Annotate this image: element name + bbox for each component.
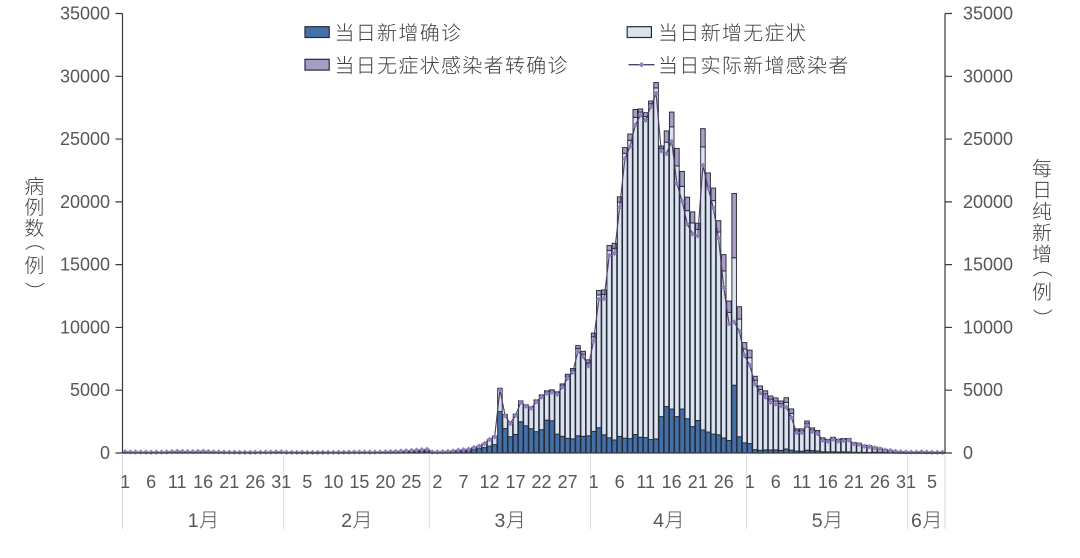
svg-text:20: 20 (375, 472, 395, 492)
svg-text:31: 31 (271, 472, 291, 492)
svg-text:11: 11 (636, 472, 655, 492)
svg-text:30000: 30000 (963, 66, 1013, 86)
svg-text:1: 1 (745, 472, 755, 492)
svg-text:21: 21 (844, 472, 864, 492)
svg-text:5: 5 (302, 472, 312, 492)
svg-text:21: 21 (219, 472, 239, 492)
svg-text:20000: 20000 (60, 192, 110, 212)
svg-text:6: 6 (771, 472, 781, 492)
svg-text:35000: 35000 (60, 4, 110, 24)
svg-text:5: 5 (927, 472, 937, 492)
svg-text:7: 7 (458, 472, 468, 492)
svg-text:26: 26 (245, 472, 265, 492)
svg-text:20000: 20000 (963, 192, 1013, 212)
svg-text:11: 11 (168, 472, 187, 492)
svg-text:15000: 15000 (963, 255, 1013, 275)
svg-text:4: 4 (653, 510, 664, 532)
svg-text:30000: 30000 (60, 66, 110, 86)
svg-text:22: 22 (532, 472, 552, 492)
svg-text:2: 2 (432, 472, 442, 492)
svg-text:3: 3 (495, 510, 506, 532)
svg-text:16: 16 (193, 472, 213, 492)
svg-text:17: 17 (506, 472, 526, 492)
svg-text:1: 1 (589, 472, 599, 492)
svg-text:11: 11 (792, 472, 811, 492)
svg-text:35000: 35000 (963, 4, 1013, 24)
svg-text:25000: 25000 (60, 129, 110, 149)
svg-text:5000: 5000 (963, 380, 1003, 400)
svg-text:1: 1 (120, 472, 130, 492)
svg-text:16: 16 (662, 472, 682, 492)
svg-text:31: 31 (896, 472, 916, 492)
svg-text:15000: 15000 (60, 255, 110, 275)
svg-text:6: 6 (911, 510, 922, 532)
svg-text:26: 26 (714, 472, 734, 492)
svg-text:10000: 10000 (60, 317, 110, 337)
svg-text:16: 16 (818, 472, 838, 492)
svg-text:6: 6 (146, 472, 156, 492)
svg-text:0: 0 (100, 443, 110, 463)
svg-text:26: 26 (870, 472, 890, 492)
svg-text:15: 15 (349, 472, 369, 492)
svg-text:25000: 25000 (963, 129, 1013, 149)
svg-text:1: 1 (188, 510, 199, 532)
svg-text:5000: 5000 (70, 380, 110, 400)
svg-text:25: 25 (401, 472, 421, 492)
svg-text:2: 2 (341, 510, 352, 532)
svg-text:21: 21 (688, 472, 708, 492)
svg-text:12: 12 (479, 472, 499, 492)
svg-text:5: 5 (812, 510, 823, 532)
svg-text:10: 10 (323, 472, 343, 492)
svg-text:6: 6 (615, 472, 625, 492)
svg-text:10000: 10000 (963, 317, 1013, 337)
svg-text:0: 0 (963, 443, 973, 463)
svg-text:27: 27 (558, 472, 578, 492)
